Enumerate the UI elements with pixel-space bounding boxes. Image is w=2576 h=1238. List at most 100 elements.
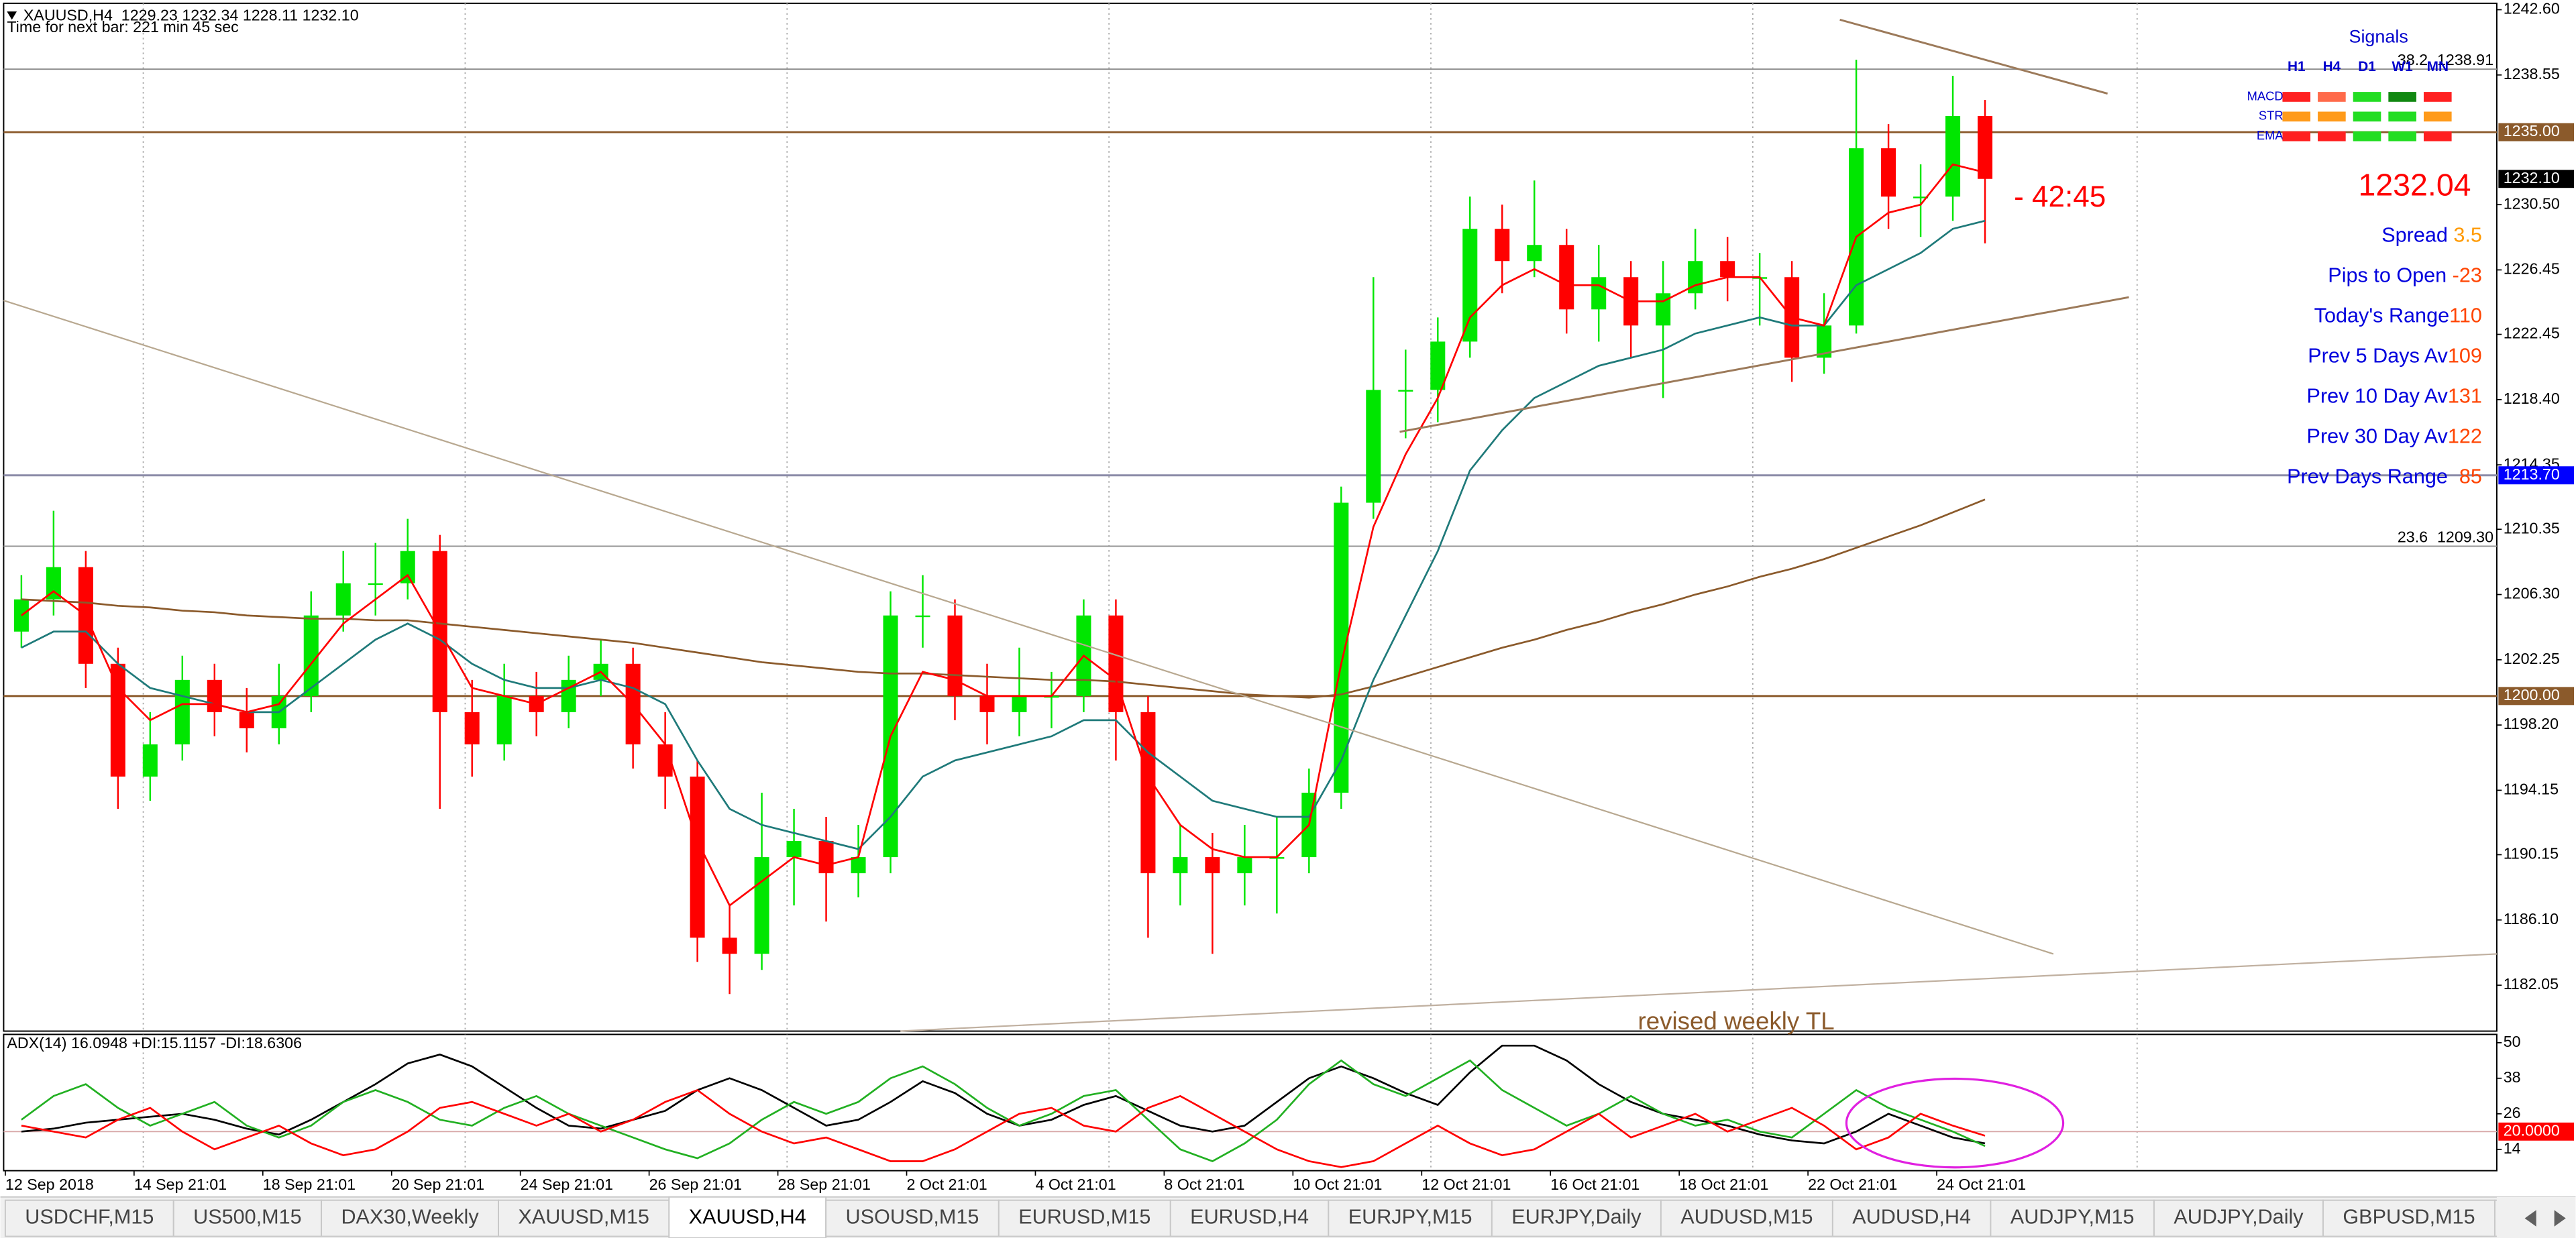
tab-background[interactable] <box>321 1199 499 1237</box>
y-tick-label: 1186.10 <box>2504 910 2559 927</box>
y-tick-label: 1218.40 <box>2504 390 2560 407</box>
tabs: USDCHF,M15 US500,M15 DAX30,Weekly XAUUSD,M1… <box>4 1196 2576 1238</box>
tab-background[interactable] <box>825 1199 1000 1237</box>
tab[interactable]: XAUUSD,H4 <box>668 1196 827 1238</box>
signal-column: D1 <box>2358 59 2376 74</box>
tab-background[interactable] <box>1491 1199 1662 1237</box>
tab-label[interactable]: USOUSD,M15 <box>846 1206 979 1229</box>
info-label: Today's Range <box>2314 304 2449 327</box>
tab[interactable]: GBPUSD,M15 <box>2322 1199 2496 1237</box>
candle-body <box>13 599 29 632</box>
tab-label[interactable]: USDCHF,M15 <box>25 1206 154 1229</box>
info-line: Prev 5 Days Av109 <box>2308 345 2482 368</box>
candle-body <box>915 615 930 618</box>
signal-cell <box>2318 111 2346 122</box>
candle-body <box>1398 390 1413 392</box>
tab[interactable]: GBPUSD,H4 <box>2493 1199 2576 1237</box>
tab[interactable]: DAX30,Weekly <box>321 1199 499 1237</box>
tab[interactable]: XAUUSD,M15 <box>498 1199 670 1237</box>
signal-row-label: MACD <box>2247 89 2284 103</box>
collapse-icon[interactable] <box>7 11 17 20</box>
tab-label[interactable]: DAX30,Weekly <box>341 1206 479 1229</box>
signal-row-label: EMA <box>2257 128 2284 142</box>
tab-label[interactable]: XAUUSD,M15 <box>518 1206 649 1229</box>
y-tick-label: 26 <box>2504 1104 2521 1121</box>
price-box-label: 1200.00 <box>2504 686 2560 704</box>
tab-background[interactable] <box>498 1199 670 1237</box>
candle-body <box>400 551 415 583</box>
tab[interactable]: USDCHF,M15 <box>4 1199 174 1237</box>
tab[interactable]: AUDUSD,M15 <box>1660 1199 1833 1237</box>
signal-cell <box>2423 92 2452 102</box>
info-value: 131 <box>2448 385 2482 408</box>
tab-background[interactable] <box>1660 1199 1833 1237</box>
signal-cell <box>2353 92 2381 102</box>
candle-body <box>1591 277 1607 310</box>
candle-body <box>1978 116 1993 179</box>
tab-label[interactable]: EURUSD,H4 <box>1190 1206 1309 1229</box>
bid-price: 1232.04 <box>2358 167 2471 202</box>
tab-background[interactable] <box>2493 1199 2576 1237</box>
tab-label[interactable]: EURJPY,M15 <box>1348 1206 1472 1229</box>
tab-label[interactable]: EURJPY,Daily <box>1511 1206 1642 1229</box>
tab[interactable]: USOUSD,M15 <box>825 1199 1000 1237</box>
signal-row-label: STR <box>2259 109 2284 123</box>
signal-cell <box>2353 111 2381 122</box>
signal-cell <box>2388 111 2416 122</box>
tab-label[interactable]: AUDUSD,M15 <box>1680 1206 1813 1229</box>
tab-label[interactable]: EURUSD,M15 <box>1018 1206 1150 1229</box>
x-tick-label: 24 Sep 21:01 <box>521 1176 613 1193</box>
tab-background[interactable] <box>2322 1199 2496 1237</box>
tab-label[interactable]: US500,M15 <box>193 1206 302 1229</box>
info-line: Spread 3.5 <box>2381 224 2482 247</box>
tab[interactable]: EURJPY,Daily <box>1491 1199 1662 1237</box>
tab-background[interactable] <box>1831 1199 1992 1237</box>
tab-background[interactable] <box>1990 1199 2155 1237</box>
tab[interactable]: AUDJPY,M15 <box>1990 1199 2155 1237</box>
info-line: Prev Days Range 85 <box>2287 465 2482 488</box>
tab-background[interactable] <box>2153 1199 2324 1237</box>
tab[interactable]: EURUSD,M15 <box>998 1199 1171 1237</box>
y-tick-label: 1222.45 <box>2504 325 2560 342</box>
tab-background[interactable] <box>1328 1199 1493 1237</box>
candle-body <box>142 744 158 777</box>
y-tick-label: 1194.15 <box>2504 781 2559 798</box>
x-tick-label: 24 Oct 21:01 <box>1937 1176 2026 1193</box>
x-tick-label: 12 Oct 21:01 <box>1421 1176 1511 1193</box>
info-label: Spread <box>2381 224 2453 247</box>
tab[interactable]: EURUSD,H4 <box>1169 1199 1330 1237</box>
tab-label[interactable]: GBPUSD,M15 <box>2343 1206 2475 1229</box>
tab-background[interactable] <box>998 1199 1171 1237</box>
tab[interactable]: AUDUSD,H4 <box>1831 1199 1992 1237</box>
fib-level: 38.2 <box>2398 51 2428 68</box>
x-tick-label: 14 Sep 21:01 <box>134 1176 227 1193</box>
candle-body <box>207 679 222 712</box>
scroll-left[interactable] <box>2524 1210 2536 1227</box>
candle-body <box>1720 261 1735 278</box>
tab[interactable]: US500,M15 <box>172 1199 323 1237</box>
tab-label[interactable]: AUDJPY,Daily <box>2174 1206 2304 1229</box>
signal-cell <box>2423 131 2452 142</box>
candle-body <box>46 567 61 600</box>
tab-label[interactable]: AUDJPY,M15 <box>2010 1206 2135 1229</box>
tab[interactable]: EURJPY,M15 <box>1328 1199 1493 1237</box>
tab[interactable]: AUDJPY,Daily <box>2153 1199 2324 1237</box>
y-tick-label: 50 <box>2504 1033 2521 1050</box>
info-label: Prev 30 Day Av <box>2307 425 2449 448</box>
plot: 1242.60 1238.55 1230.50 1226.45 1222.45 1218.… <box>3 0 2574 1193</box>
price-panel <box>3 2 2498 1032</box>
chart-subtitle: Time for next bar: 221 min 45 sec <box>7 18 239 36</box>
tab-label[interactable]: AUDUSD,H4 <box>1852 1206 1971 1229</box>
indicator-line <box>21 1088 1986 1168</box>
candle-body <box>754 857 769 954</box>
tab-label[interactable]: XAUUSD,H4 <box>689 1206 806 1229</box>
scroll-right[interactable] <box>2554 1210 2566 1227</box>
tab-background[interactable] <box>172 1199 323 1237</box>
candle-body <box>979 695 995 712</box>
x-tick-label: 22 Oct 21:01 <box>1808 1176 1897 1193</box>
y-tick-label: 1202.25 <box>2504 650 2560 667</box>
candle-body <box>1173 857 1188 874</box>
x-tick-label: 10 Oct 21:01 <box>1293 1176 1382 1193</box>
